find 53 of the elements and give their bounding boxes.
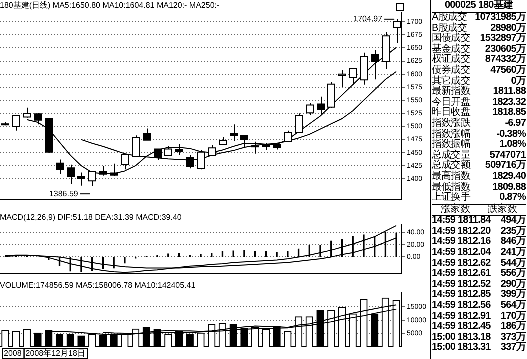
text: 14:59 1812.04 241万	[432, 247, 526, 258]
category-label: 总成交量	[432, 150, 470, 161]
text: 14:59 1812.20 235万	[432, 226, 526, 237]
text: 509716万	[485, 160, 526, 172]
annotation: 1386.59	[49, 189, 79, 198]
category-label: B股成交	[432, 22, 468, 34]
category-label: 指数振幅	[432, 139, 470, 150]
chart-title: VOLUME:174856.59 MA5:158006.78 MA10:142405.41	[0, 281, 196, 290]
category-label: 其它成交	[432, 76, 470, 87]
text: 14:59 1812.61 556万	[432, 268, 526, 280]
text: -6.97	[505, 118, 526, 129]
text: 14:59 1812.45 186万	[432, 321, 526, 332]
annotation: 1704.97	[354, 14, 384, 24]
category-label: 总成交额	[432, 160, 470, 172]
text: 47560万	[490, 64, 526, 76]
category-label: 最新指数	[432, 86, 470, 98]
text: -0.38%	[496, 128, 526, 140]
text: 1532897万	[480, 33, 526, 44]
category-label: 基金成交	[432, 44, 470, 55]
text: 14:59 1812.85 399万	[432, 289, 526, 300]
text: 5747071	[490, 150, 526, 161]
category-label: 债券成交	[432, 64, 470, 76]
text: 1811.88	[493, 86, 526, 98]
category-label: 上证换手	[432, 192, 470, 204]
text: 1818.85	[492, 107, 526, 118]
text: 15:00 1813.31 337万	[432, 342, 526, 354]
text: 15:00 1813.18 373万	[432, 332, 526, 343]
text: 1809.88	[492, 182, 526, 192]
category-label: 昨日收盘	[432, 107, 470, 118]
text: 28980万	[490, 22, 526, 34]
text: 14:59 1812.56 564万	[432, 300, 526, 312]
text: 14:59 1812.62 544万	[432, 258, 526, 269]
text: 1.08%	[500, 139, 526, 150]
chart-title: 180基建(日线) MA5:1650.80 MA10:1604.81 MA120:- MA250:-	[0, 1, 220, 10]
text: 1823.32	[492, 96, 526, 108]
text: 0万	[511, 76, 526, 87]
text: 1829.40	[492, 170, 526, 182]
text: 2008	[4, 349, 22, 358]
category-label: 指数涨幅	[432, 128, 470, 140]
text: 874332万	[485, 54, 526, 66]
category-label: 权证成交	[432, 54, 470, 66]
category-label: 今日开盘	[432, 96, 470, 108]
text: 0.87%	[500, 192, 526, 204]
text: 2008年12月18日	[26, 349, 86, 358]
category-label: 最高指数	[432, 170, 470, 182]
category-label: 最低指数	[432, 182, 470, 192]
category-label: 国债成交	[432, 33, 470, 44]
text: 14:59 1812.16 846万	[432, 236, 526, 248]
text: 230605万	[485, 44, 526, 55]
text: 14:59 1812.91 170万	[432, 310, 526, 322]
chart-title: MACD(12,26,9) DIF:51.18 DEA:31.39 MACD:39.40	[0, 213, 182, 222]
category-label: 指数涨跌	[432, 118, 470, 129]
text: 14:59 1812.52 290万	[432, 278, 526, 290]
